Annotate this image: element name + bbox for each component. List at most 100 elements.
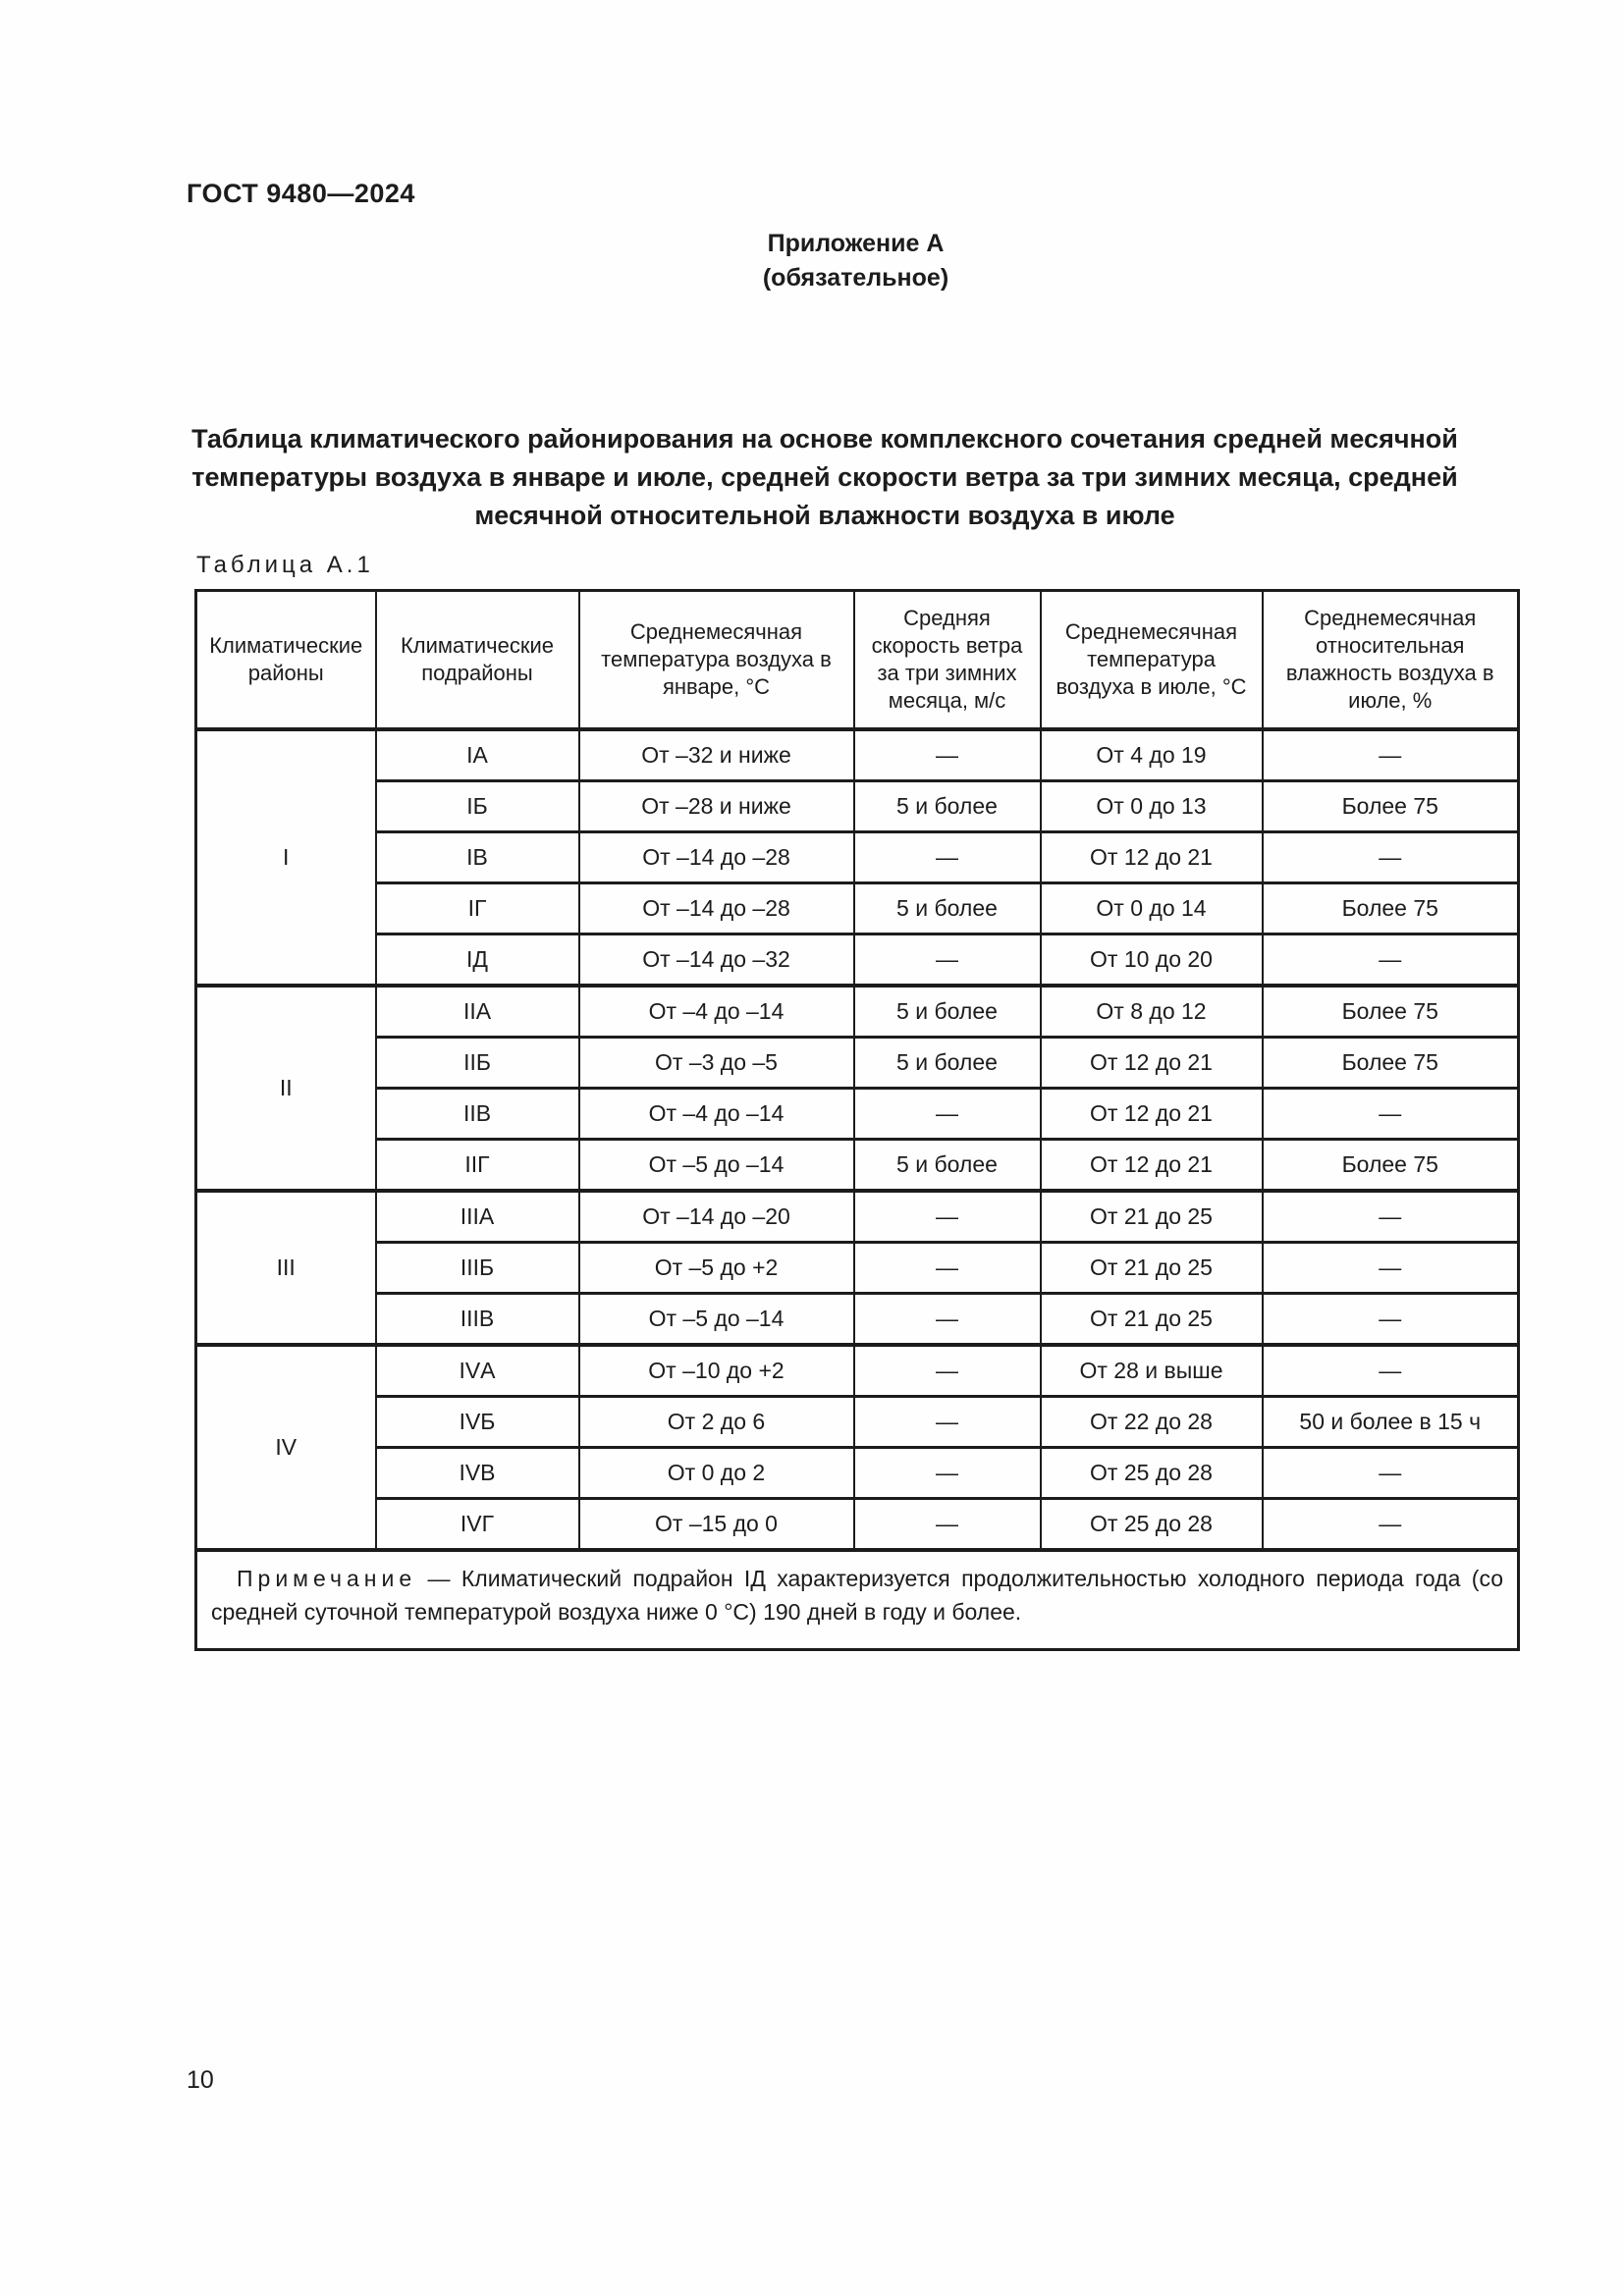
january-temp-cell: От –14 до –28 <box>577 830 855 884</box>
subregion-cell: IД <box>374 933 580 988</box>
january-temp-cell: От –28 и ниже <box>577 779 855 833</box>
wind-speed-cell: — <box>852 1189 1042 1244</box>
january-temp-cell: От –10 до +2 <box>577 1343 855 1398</box>
table-footer: Примечание — Климатический подрайон IД х… <box>194 1548 1520 1651</box>
note-text: — Климатический подрайон IД характеризуе… <box>211 1566 1504 1625</box>
main-title: Таблица климатического районирования на … <box>137 420 1512 535</box>
table-row: II IIА От –4 до –14 5 и более От 8 до 12 Боле… <box>194 984 1520 1193</box>
appendix-heading: Приложение А (обязательное) <box>194 227 1517 295</box>
subregion-cell: IВ <box>374 830 580 884</box>
july-temp-cell: От 22 до 28 <box>1039 1395 1264 1449</box>
july-temp-cell: От 28 и выше <box>1039 1343 1264 1398</box>
header-climatic-regions: Климатические районы <box>194 589 377 731</box>
wind-speed-cell: — <box>852 933 1042 988</box>
subregion-cell: IА <box>374 727 580 782</box>
july-temp-cell: От 21 до 25 <box>1039 1241 1264 1295</box>
wind-speed-cell: — <box>852 1497 1042 1552</box>
wind-speed-cell: 5 и более <box>852 1036 1042 1090</box>
table-header-row: Климатические районы Климатические подра… <box>194 589 1520 731</box>
main-title-line-3: месячной относительной влажности воздуха… <box>474 501 1175 530</box>
july-temp-cell: От 12 до 21 <box>1039 1036 1264 1090</box>
subregion-cell: IIIБ <box>374 1241 580 1295</box>
january-temp-cell: От –4 до –14 <box>577 1087 855 1141</box>
header-wind-speed: Средняя скорость ветра за три зимних мес… <box>852 589 1042 731</box>
table-row: IIIВ От –5 до –14— От 21 до 25— <box>196 1292 1520 1347</box>
table-row: IV IVА От –10 до +2— От 28 и выше — <box>194 1343 1520 1552</box>
humidity-cell: — <box>1261 1497 1520 1552</box>
july-temp-cell: От 12 до 21 <box>1039 1087 1264 1141</box>
humidity-cell: — <box>1261 1343 1520 1398</box>
wind-speed-cell: — <box>852 1343 1042 1398</box>
note-cell: Примечание — Климатический подрайон IД х… <box>194 1548 1520 1651</box>
subregion-cell: IVБ <box>374 1395 580 1449</box>
january-temp-cell: От –4 до –14 <box>577 984 855 1039</box>
table-row: IVВ От 0 до 2— От 25 до 28— <box>196 1446 1520 1500</box>
january-temp-cell: От –14 до –20 <box>577 1189 855 1244</box>
climate-table: Климатические районы Климатические подра… <box>194 589 1520 1651</box>
climate-table-container: Климатические районы Климатические подра… <box>194 589 1520 1651</box>
subregion-cell: IVВ <box>374 1446 580 1500</box>
table-row: IБ От –28 и ниже 5 и более От 0 до 13 Более … <box>196 779 1520 833</box>
table-row: I IА От –32 и ниже — От 4 до 19— <box>194 727 1520 988</box>
humidity-cell: Более 75 <box>1261 1036 1520 1090</box>
january-temp-cell: От –5 до –14 <box>577 1138 855 1193</box>
appendix-subtitle: (обязательное) <box>762 264 949 292</box>
subregion-cell: IГ <box>374 881 580 935</box>
note-paragraph: Примечание — Климатический подрайон IД х… <box>211 1562 1503 1629</box>
january-temp-cell: От –15 до 0 <box>577 1497 855 1552</box>
doc-code: ГОСТ 9480—2024 <box>187 179 415 208</box>
wind-speed-cell: — <box>852 1241 1042 1295</box>
table-row: IГ От –14 до –28 5 и более От 0 до 14 Более … <box>196 881 1520 935</box>
wind-speed-cell: — <box>852 830 1042 884</box>
subregion-cell: IIГ <box>374 1138 580 1193</box>
region-cell: II <box>194 984 377 1193</box>
wind-speed-cell: 5 и более <box>852 1138 1042 1193</box>
humidity-cell: — <box>1261 1446 1520 1500</box>
july-temp-cell: От 10 до 20 <box>1039 933 1264 988</box>
july-temp-cell: От 12 до 21 <box>1039 830 1264 884</box>
table-caption: Таблица А.1 <box>196 552 374 578</box>
july-temp-cell: От 0 до 13 <box>1039 779 1264 833</box>
header-july-temperature: Среднемесячная температура воздуха в июл… <box>1039 589 1264 731</box>
table-header: Климатические районы Климатические подра… <box>194 589 1520 731</box>
july-temp-cell: От 25 до 28 <box>1039 1497 1264 1552</box>
main-title-line-1: Таблица климатического районирования на … <box>191 424 1458 454</box>
header-climatic-subregions: Климатические подрайоны <box>374 589 580 731</box>
july-temp-cell: От 4 до 19 <box>1039 727 1264 782</box>
humidity-cell: Более 75 <box>1261 779 1520 833</box>
table-row: III IIIА От –14 до –20— От 21 до 25— <box>194 1189 1520 1347</box>
july-temp-cell: От 21 до 25 <box>1039 1292 1264 1347</box>
note-label: Примечание <box>237 1566 417 1591</box>
note-row: Примечание — Климатический подрайон IД х… <box>194 1548 1520 1651</box>
region-cell: IV <box>194 1343 377 1552</box>
table-row: IД От –14 до –32— От 10 до 20— <box>196 933 1520 988</box>
region-cell: I <box>194 727 377 988</box>
header-humidity: Среднемесячная относительная влажность в… <box>1261 589 1520 731</box>
subregion-cell: IVГ <box>374 1497 580 1552</box>
table-row: IIВ От –4 до –14— От 12 до 21— <box>196 1087 1520 1141</box>
page-number: 10 <box>187 2066 214 2094</box>
humidity-cell: — <box>1261 727 1520 782</box>
july-temp-cell: От 12 до 21 <box>1039 1138 1264 1193</box>
january-temp-cell: От –5 до –14 <box>577 1292 855 1347</box>
january-temp-cell: От –3 до –5 <box>577 1036 855 1090</box>
table-row: IIIБ От –5 до +2— От 21 до 25— <box>196 1241 1520 1295</box>
january-temp-cell: От –14 до –32 <box>577 933 855 988</box>
wind-speed-cell: 5 и более <box>852 779 1042 833</box>
july-temp-cell: От 8 до 12 <box>1039 984 1264 1039</box>
humidity-cell: Более 75 <box>1261 881 1520 935</box>
main-title-line-2: температуры воздуха в январе и июле, сре… <box>191 462 1458 492</box>
humidity-cell: — <box>1261 1189 1520 1244</box>
subregion-cell: IIIА <box>374 1189 580 1244</box>
region-cell: III <box>194 1189 377 1347</box>
table-row: IVГ От –15 до 0— От 25 до 28— <box>196 1497 1520 1552</box>
table-row: IVБ От 2 до 6— От 22 до 28 50 и более в 15 … <box>196 1395 1520 1449</box>
subregion-cell: IVА <box>374 1343 580 1398</box>
humidity-cell: — <box>1261 1241 1520 1295</box>
header-january-temperature: Среднемесячная температура воздуха в янв… <box>577 589 855 731</box>
january-temp-cell: От 2 до 6 <box>577 1395 855 1449</box>
subregion-cell: IIIВ <box>374 1292 580 1347</box>
july-temp-cell: От 0 до 14 <box>1039 881 1264 935</box>
table-row: IIГ От –5 до –14 5 и более От 12 до 21 Более… <box>196 1138 1520 1193</box>
